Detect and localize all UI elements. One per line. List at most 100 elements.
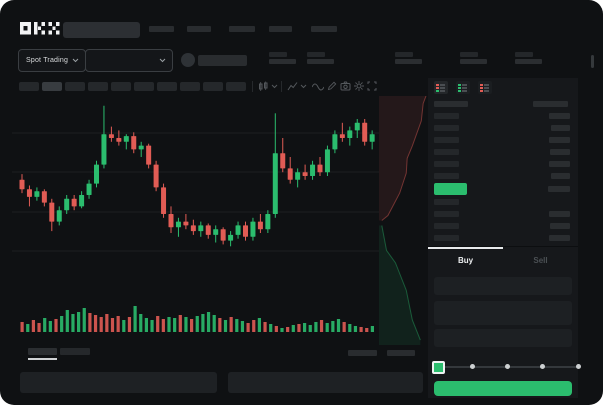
volume-bar: [105, 314, 109, 332]
candle-body: [272, 153, 278, 214]
orderbook-header-price[interactable]: [434, 101, 468, 107]
ask-price[interactable]: [434, 125, 459, 131]
candle-body: [198, 225, 204, 232]
orderbook-header-amount[interactable]: [533, 101, 568, 107]
candlestick-chart[interactable]: [12, 96, 379, 336]
ask-amount[interactable]: [550, 149, 570, 155]
volume-bar: [280, 328, 284, 332]
chart-bottom-tab-active[interactable]: [28, 348, 57, 355]
nav-item[interactable]: [149, 26, 174, 32]
indicators-icon[interactable]: [312, 83, 324, 91]
ask-amount[interactable]: [549, 113, 570, 119]
depth-asks-line: [381, 96, 427, 221]
last-price-badge[interactable]: [434, 183, 467, 195]
ticker-stat-value: [460, 59, 487, 64]
chevron-down-icon[interactable]: [300, 84, 307, 89]
nav-item[interactable]: [229, 26, 255, 32]
tab-buy[interactable]: Buy: [457, 256, 474, 265]
interval-dropdown-icon[interactable]: [258, 81, 269, 92]
volume-bar: [167, 317, 171, 332]
bid-amount[interactable]: [549, 211, 570, 217]
ask-price[interactable]: [434, 149, 459, 155]
chart-bottom-action[interactable]: [348, 350, 377, 356]
nav-item[interactable]: [187, 26, 211, 32]
candle-body: [19, 179, 25, 190]
buy-submit-button[interactable]: [434, 381, 572, 396]
nav-item[interactable]: [269, 26, 292, 32]
volume-bar: [206, 312, 211, 332]
bid-price[interactable]: [434, 211, 459, 217]
price-field[interactable]: [434, 277, 572, 295]
slider-stop[interactable]: [469, 364, 475, 369]
candle-body: [250, 221, 256, 237]
ticker-stat-label: [269, 52, 287, 57]
ask-price[interactable]: [434, 137, 459, 143]
bid-price[interactable]: [434, 199, 459, 205]
slider-stop[interactable]: [505, 364, 510, 369]
ask-amount[interactable]: [549, 137, 570, 143]
ticker-stat-label: [307, 52, 325, 57]
slider-stop[interactable]: [575, 364, 581, 369]
bid-amount[interactable]: [549, 235, 570, 241]
bid-price[interactable]: [434, 223, 459, 229]
draw-tool-icon[interactable]: [327, 81, 337, 91]
ask-price[interactable]: [434, 161, 459, 167]
volume-bar: [201, 314, 205, 332]
orderbook-view-bids-icon[interactable]: [456, 81, 470, 94]
slider-stop[interactable]: [540, 364, 546, 369]
market-type-dropdown[interactable]: Spot Trading: [18, 49, 86, 72]
timeframe-button[interactable]: [65, 82, 85, 91]
total-field[interactable]: [434, 329, 572, 347]
chart-bottom-action[interactable]: [387, 350, 415, 356]
orderbook-view-combined-icon[interactable]: [434, 81, 448, 94]
volume-bar: [319, 320, 324, 332]
ask-amount[interactable]: [549, 161, 570, 167]
volume-bar: [178, 315, 182, 332]
timeframe-button[interactable]: [42, 82, 62, 91]
camera-icon[interactable]: [340, 81, 351, 91]
timeframe-button[interactable]: [203, 82, 223, 91]
bid-price[interactable]: [434, 235, 459, 241]
settings-gear-icon[interactable]: [354, 81, 364, 91]
chart-bottom-tab[interactable]: [60, 348, 90, 355]
volume-bar: [297, 324, 301, 332]
timeframe-button[interactable]: [19, 82, 39, 91]
orderbook-view-asks-icon[interactable]: [478, 81, 492, 94]
candle-body: [295, 172, 301, 180]
amount-field[interactable]: [434, 301, 572, 325]
chart-type-dropdown-icon[interactable]: [287, 81, 298, 92]
depth-bids-area: [379, 225, 421, 345]
fullscreen-icon[interactable]: [367, 81, 377, 91]
chevron-down-icon[interactable]: [271, 84, 278, 89]
candle-body: [213, 229, 219, 235]
nav-item[interactable]: [311, 26, 337, 32]
candle-body: [243, 225, 248, 237]
candle-body: [339, 134, 345, 138]
timeframe-button[interactable]: [88, 82, 108, 91]
search-input[interactable]: [63, 22, 140, 38]
timeframe-button[interactable]: [180, 82, 200, 91]
bid-amount[interactable]: [550, 223, 570, 229]
volume-bar: [139, 314, 143, 332]
volume-bar: [144, 318, 148, 332]
tab-sell[interactable]: Sell: [533, 256, 548, 265]
timeframe-button[interactable]: [111, 82, 131, 91]
slider-handle[interactable]: [432, 361, 445, 374]
volume-bar: [308, 325, 312, 332]
ask-amount[interactable]: [551, 173, 570, 179]
timeframe-button[interactable]: [226, 82, 246, 91]
volume-bar: [291, 325, 295, 332]
depth-chart: [379, 96, 427, 345]
ask-price[interactable]: [434, 113, 459, 119]
volume-bar: [161, 319, 165, 332]
pair-dropdown[interactable]: [85, 49, 173, 72]
scrollbar-thumb[interactable]: [591, 55, 594, 68]
timeframe-button[interactable]: [134, 82, 154, 91]
candle-body: [257, 221, 263, 230]
ask-amount[interactable]: [551, 125, 570, 131]
last-price-amount[interactable]: [548, 186, 570, 192]
candle-body: [280, 153, 286, 169]
candle-body: [94, 164, 99, 184]
ask-price[interactable]: [434, 173, 459, 179]
timeframe-button[interactable]: [157, 82, 177, 91]
